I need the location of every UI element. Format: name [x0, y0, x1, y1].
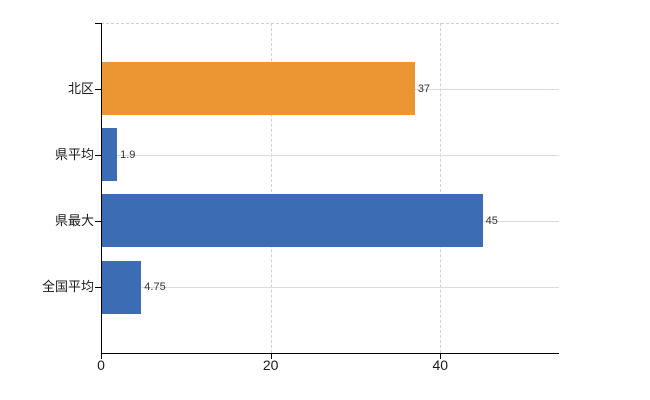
gridline-horizontal	[102, 154, 559, 156]
bar	[102, 194, 483, 248]
x-axis-tick	[270, 353, 272, 359]
x-axis-line	[101, 353, 559, 354]
bar-value-label: 37	[417, 82, 431, 95]
y-axis-tick	[95, 220, 101, 222]
y-axis-top-tick	[95, 23, 101, 24]
category-label: 県最大	[54, 212, 94, 228]
bar	[102, 128, 118, 182]
x-axis-tick-label: 20	[262, 357, 279, 373]
y-axis-tick	[95, 287, 101, 289]
bar	[102, 260, 142, 314]
gridline-horizontal	[102, 287, 559, 289]
x-axis-tick-label: 0	[97, 357, 105, 373]
y-axis-tick	[95, 154, 101, 156]
y-axis-line	[101, 23, 102, 359]
x-axis-tick-label: 40	[432, 357, 449, 373]
bar-value-label: 1.9	[120, 148, 136, 161]
x-axis-tick	[440, 353, 442, 359]
category-label: 全国平均	[41, 279, 94, 295]
y-axis-tick	[95, 88, 101, 90]
gridline-vertical	[270, 23, 272, 353]
gridline-vertical	[440, 23, 442, 353]
category-label: 北区	[67, 80, 94, 96]
bar-value-label: 45	[485, 214, 498, 227]
plot-top-border	[101, 23, 559, 24]
bar	[102, 62, 415, 115]
bar-value-label: 4.75	[144, 281, 166, 294]
category-label: 県平均	[54, 146, 94, 162]
